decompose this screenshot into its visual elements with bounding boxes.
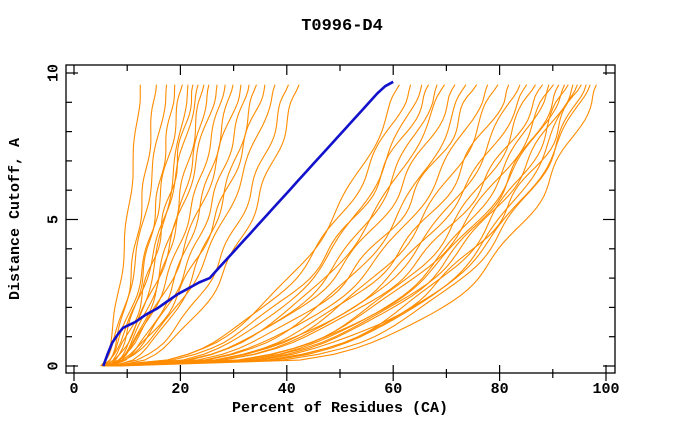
model-curve (103, 84, 400, 367)
model-curve (111, 84, 423, 367)
model-curve (112, 84, 210, 367)
model-curve (115, 84, 510, 367)
model-curve (106, 84, 412, 367)
model-curve (111, 84, 536, 367)
model-curve (110, 84, 467, 367)
y-axis-label: Distance Cutoff, A (7, 138, 24, 300)
model-curve (103, 84, 574, 367)
x-tick-label: 40 (278, 381, 296, 398)
model-curve (109, 84, 578, 367)
plot-title: T0996-D4 (301, 17, 383, 36)
model-curve (112, 84, 478, 367)
model-curve (114, 84, 582, 367)
model-curve (101, 84, 456, 367)
model-curve (105, 84, 489, 367)
model-curve (111, 84, 591, 367)
model-curve (105, 84, 242, 367)
y-tick-label: 0 (46, 361, 63, 370)
model-curve (101, 84, 141, 367)
x-axis-label: Percent of Residues (CA) (232, 400, 448, 417)
x-tick-label: 0 (69, 381, 78, 398)
y-tick-label: 5 (46, 215, 63, 224)
highlight-curve (102, 80, 394, 367)
model-curve (105, 84, 194, 367)
model-curve (104, 84, 429, 367)
model-curve (100, 84, 168, 367)
model-curve (107, 84, 499, 367)
model-curve (102, 84, 276, 367)
model-curve (109, 84, 528, 367)
model-curve (104, 84, 157, 367)
model-curve (102, 84, 183, 367)
model-curve (113, 84, 554, 367)
model-curve (104, 84, 544, 367)
model-curve (112, 84, 569, 367)
y-tick-label: 10 (46, 64, 63, 82)
x-tick-label: 60 (384, 381, 402, 398)
model-curve (107, 84, 566, 367)
model-curve (106, 84, 226, 367)
model-curve (101, 84, 199, 367)
model-curve (114, 84, 445, 367)
curves-layer (100, 80, 597, 367)
model-curve (110, 84, 290, 367)
x-tick-label: 80 (491, 381, 509, 398)
plot-frame (65, 64, 616, 374)
model-curve (108, 84, 250, 367)
model-curve (117, 84, 597, 367)
axes-layer (65, 64, 616, 381)
model-curve (106, 84, 587, 367)
x-tick-label: 100 (592, 381, 619, 398)
model-curve (115, 84, 300, 367)
x-tick-label: 20 (171, 381, 189, 398)
tick-labels-layer: 0 20 40 60 80 100 0 5 10 (46, 64, 620, 398)
model-curve (106, 84, 266, 367)
